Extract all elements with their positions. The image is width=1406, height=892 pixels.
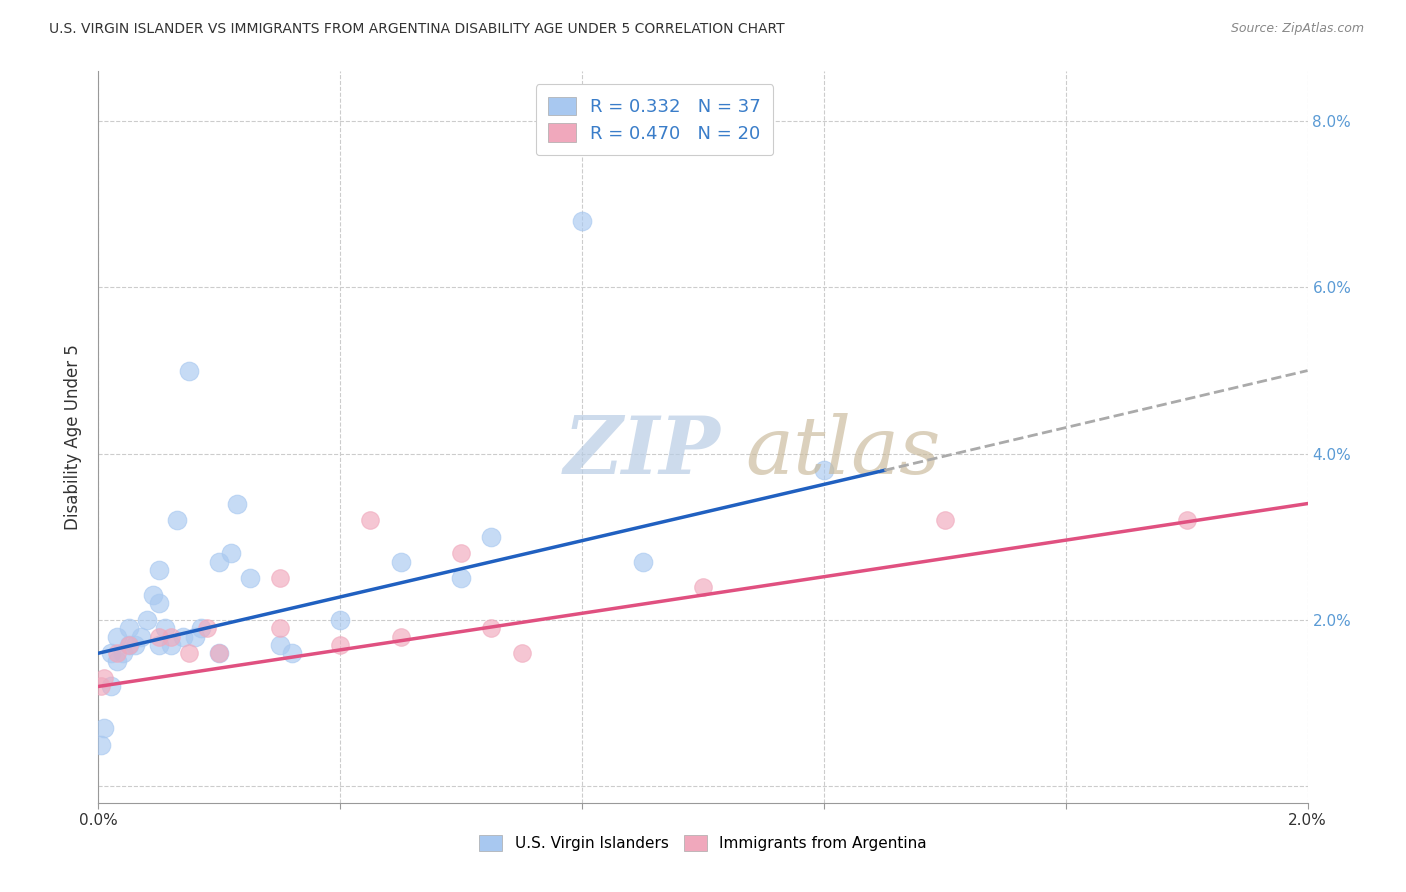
Point [389, 630, 412, 644]
Point [105, 646, 128, 660]
Point [692, 580, 714, 594]
Text: U.S. VIRGIN ISLANDER VS IMMIGRANTS FROM ARGENTINA DISABILITY AGE UNDER 5 CORRELA: U.S. VIRGIN ISLANDER VS IMMIGRANTS FROM … [49, 22, 785, 37]
Point [281, 646, 304, 660]
Point [239, 571, 262, 585]
Y-axis label: Disability Age Under 5: Disability Age Under 5 [65, 344, 83, 530]
Point [148, 596, 170, 610]
Point [571, 214, 593, 228]
Point [118, 638, 141, 652]
Point [142, 588, 165, 602]
Point [148, 638, 170, 652]
Legend: U.S. Virgin Islanders, Immigrants from Argentina: U.S. Virgin Islanders, Immigrants from A… [474, 830, 932, 857]
Point [510, 646, 533, 660]
Point [129, 630, 152, 644]
Point [153, 621, 176, 635]
Point [160, 630, 183, 644]
Point [226, 497, 249, 511]
Point [105, 655, 128, 669]
Text: atlas: atlas [745, 413, 941, 491]
Point [269, 571, 291, 585]
Point [329, 638, 352, 652]
Point [105, 630, 128, 644]
Point [190, 621, 212, 635]
Point [172, 630, 194, 644]
Point [208, 646, 231, 660]
Point [111, 646, 134, 660]
Point [90, 738, 112, 752]
Point [269, 621, 291, 635]
Point [184, 630, 207, 644]
Point [481, 530, 503, 544]
Point [160, 638, 183, 652]
Point [481, 621, 503, 635]
Point [148, 563, 170, 577]
Point [93, 721, 115, 735]
Point [269, 638, 291, 652]
Point [631, 555, 654, 569]
Point [179, 363, 201, 377]
Point [450, 571, 472, 585]
Point [118, 638, 141, 652]
Point [329, 613, 352, 627]
Point [135, 613, 157, 627]
Point [100, 680, 122, 694]
Point [124, 638, 146, 652]
Point [389, 555, 412, 569]
Point [221, 546, 243, 560]
Point [450, 546, 472, 560]
Point [208, 646, 231, 660]
Point [148, 630, 170, 644]
Text: ZIP: ZIP [564, 413, 721, 491]
Point [118, 621, 141, 635]
Text: Source: ZipAtlas.com: Source: ZipAtlas.com [1230, 22, 1364, 36]
Point [360, 513, 382, 527]
Point [813, 463, 835, 477]
Point [93, 671, 115, 685]
Point [208, 555, 231, 569]
Point [934, 513, 956, 527]
Point [166, 513, 188, 527]
Point [1175, 513, 1198, 527]
Point [90, 680, 112, 694]
Point [195, 621, 218, 635]
Point [100, 646, 122, 660]
Point [179, 646, 201, 660]
